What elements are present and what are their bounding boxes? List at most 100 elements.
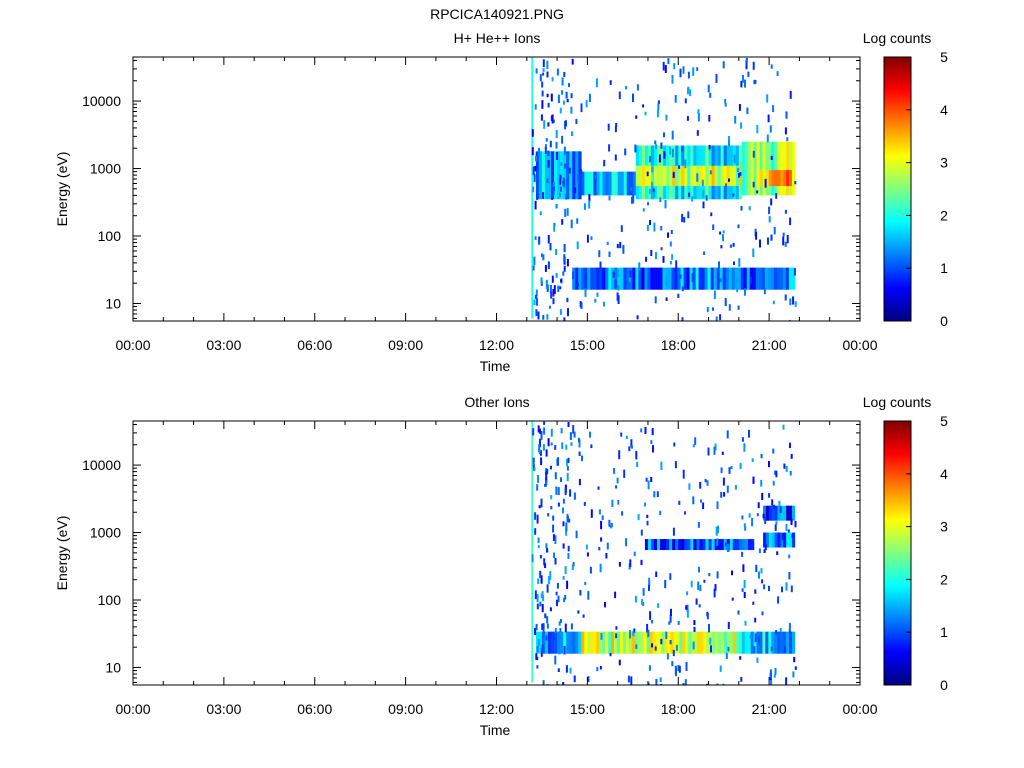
heatmap-cell: [626, 267, 630, 290]
heatmap-cell: [553, 224, 556, 232]
heatmap-cell: [762, 513, 765, 519]
heatmap-cell: [640, 428, 643, 433]
heatmap-cell: [538, 505, 541, 509]
heatmap-cell: [663, 151, 666, 159]
heatmap-cell: [643, 631, 647, 654]
heatmap-cell: [646, 623, 649, 633]
heatmap-cell: [765, 170, 770, 187]
heatmap-cell: [725, 652, 728, 660]
heatmap-cell: [539, 74, 542, 82]
heatmap-cell: [617, 269, 620, 277]
heatmap-cell: [628, 277, 631, 283]
heatmap-cell: [625, 435, 628, 439]
heatmap-cell: [547, 261, 550, 270]
heatmap-cell: [650, 539, 655, 551]
heatmap-cell: [721, 631, 725, 654]
heatmap-cell: [587, 631, 591, 654]
heatmap-cell: [648, 577, 651, 586]
heatmap-cell: [692, 67, 695, 76]
heatmap-cell: [751, 458, 754, 462]
heatmap-cell: [737, 267, 742, 290]
heatmap-cell: [752, 476, 755, 484]
heatmap-cell: [551, 195, 553, 200]
heatmap-cell: [758, 267, 763, 290]
heatmap-cell: [562, 543, 565, 549]
heatmap-cell: [670, 608, 672, 617]
heatmap-cell: [790, 453, 793, 459]
heatmap-cell: [671, 74, 674, 84]
heatmap-cell: [745, 60, 748, 70]
heatmap-cell: [547, 235, 550, 244]
heatmap-cell: [629, 267, 633, 290]
heatmap-cell: [786, 505, 790, 521]
heatmap-cell: [725, 267, 729, 290]
heatmap-cell: [566, 631, 570, 654]
heatmap-cell: [759, 631, 763, 654]
heatmap-cell: [554, 445, 557, 450]
heatmap-cell: [538, 151, 543, 200]
heatmap-cell: [555, 204, 558, 209]
heatmap-cell: [701, 179, 704, 187]
heatmap-cell: [693, 626, 696, 632]
heatmap-cell: [544, 467, 547, 475]
heatmap-cell: [653, 222, 656, 232]
heatmap-cell: [682, 683, 685, 685]
heatmap-cell: [549, 607, 552, 612]
heatmap-cell: [771, 170, 775, 187]
heatmap-cell: [627, 675, 630, 683]
heatmap-cell: [697, 522, 700, 528]
heatmap-cell: [788, 622, 791, 631]
heatmap-cell: [537, 578, 540, 585]
heatmap-cell: [720, 539, 724, 551]
heatmap-cell: [552, 298, 555, 305]
heatmap-cell: [564, 208, 567, 218]
heatmap-cell: [646, 224, 649, 231]
heatmap-cell: [783, 463, 786, 469]
heatmap-cell: [625, 86, 628, 90]
heatmap-cell: [748, 429, 750, 438]
heatmap-cell: [610, 525, 613, 529]
heatmap-cell: [620, 432, 623, 437]
heatmap-cell: [573, 492, 576, 500]
heatmap-cell: [560, 631, 564, 654]
heatmap-cell: [617, 267, 621, 290]
heatmap-cell: [552, 183, 555, 188]
heatmap-cell: [659, 267, 663, 290]
heatmap-cell: [699, 481, 702, 489]
heatmap-cell: [764, 516, 767, 525]
x-tick-label: 00:00: [842, 701, 877, 717]
heatmap-cell: [768, 493, 771, 498]
colorbar-ticks: 0 1 2 3 4 5: [906, 49, 948, 329]
heatmap-cell: [668, 621, 671, 625]
heatmap-cell: [665, 297, 668, 301]
heatmap-cell: [753, 79, 756, 85]
heatmap-cell: [638, 165, 643, 187]
heatmap-cell: [556, 151, 558, 160]
heatmap-cell: [700, 282, 703, 288]
heatmap-cell: [586, 234, 589, 243]
x-tick-label: 00:00: [115, 337, 150, 353]
heatmap-cell: [586, 552, 589, 557]
heatmap-cell: [542, 72, 545, 76]
heatmap-cell: [572, 151, 576, 200]
heatmap-cell: [560, 279, 563, 283]
heatmap-cell: [677, 293, 680, 298]
heatmap-cell: [535, 68, 538, 74]
heatmap-cell: [590, 236, 593, 240]
heatmap-cell: [646, 520, 649, 526]
heatmap-cell: [640, 529, 643, 536]
heatmap-cell: [788, 572, 791, 580]
heatmap-cell: [616, 477, 619, 484]
heatmap-cell: [596, 267, 600, 290]
heatmap-cell: [710, 212, 713, 217]
heatmap-cell: [706, 307, 709, 313]
heatmap-cell: [544, 631, 549, 654]
heatmap-cell: [671, 130, 674, 140]
x-axis: 00:00 03:00 06:00 09:00 12:00 15:00 18:00 21:00…: [115, 421, 878, 717]
heatmap-cell: [587, 590, 590, 600]
heatmap-cell: [670, 230, 673, 234]
colorbar-label: Log counts: [863, 394, 932, 410]
heatmap-cell: [734, 267, 739, 290]
heatmap-cell: [549, 571, 552, 580]
heatmap-cell: [768, 585, 770, 592]
